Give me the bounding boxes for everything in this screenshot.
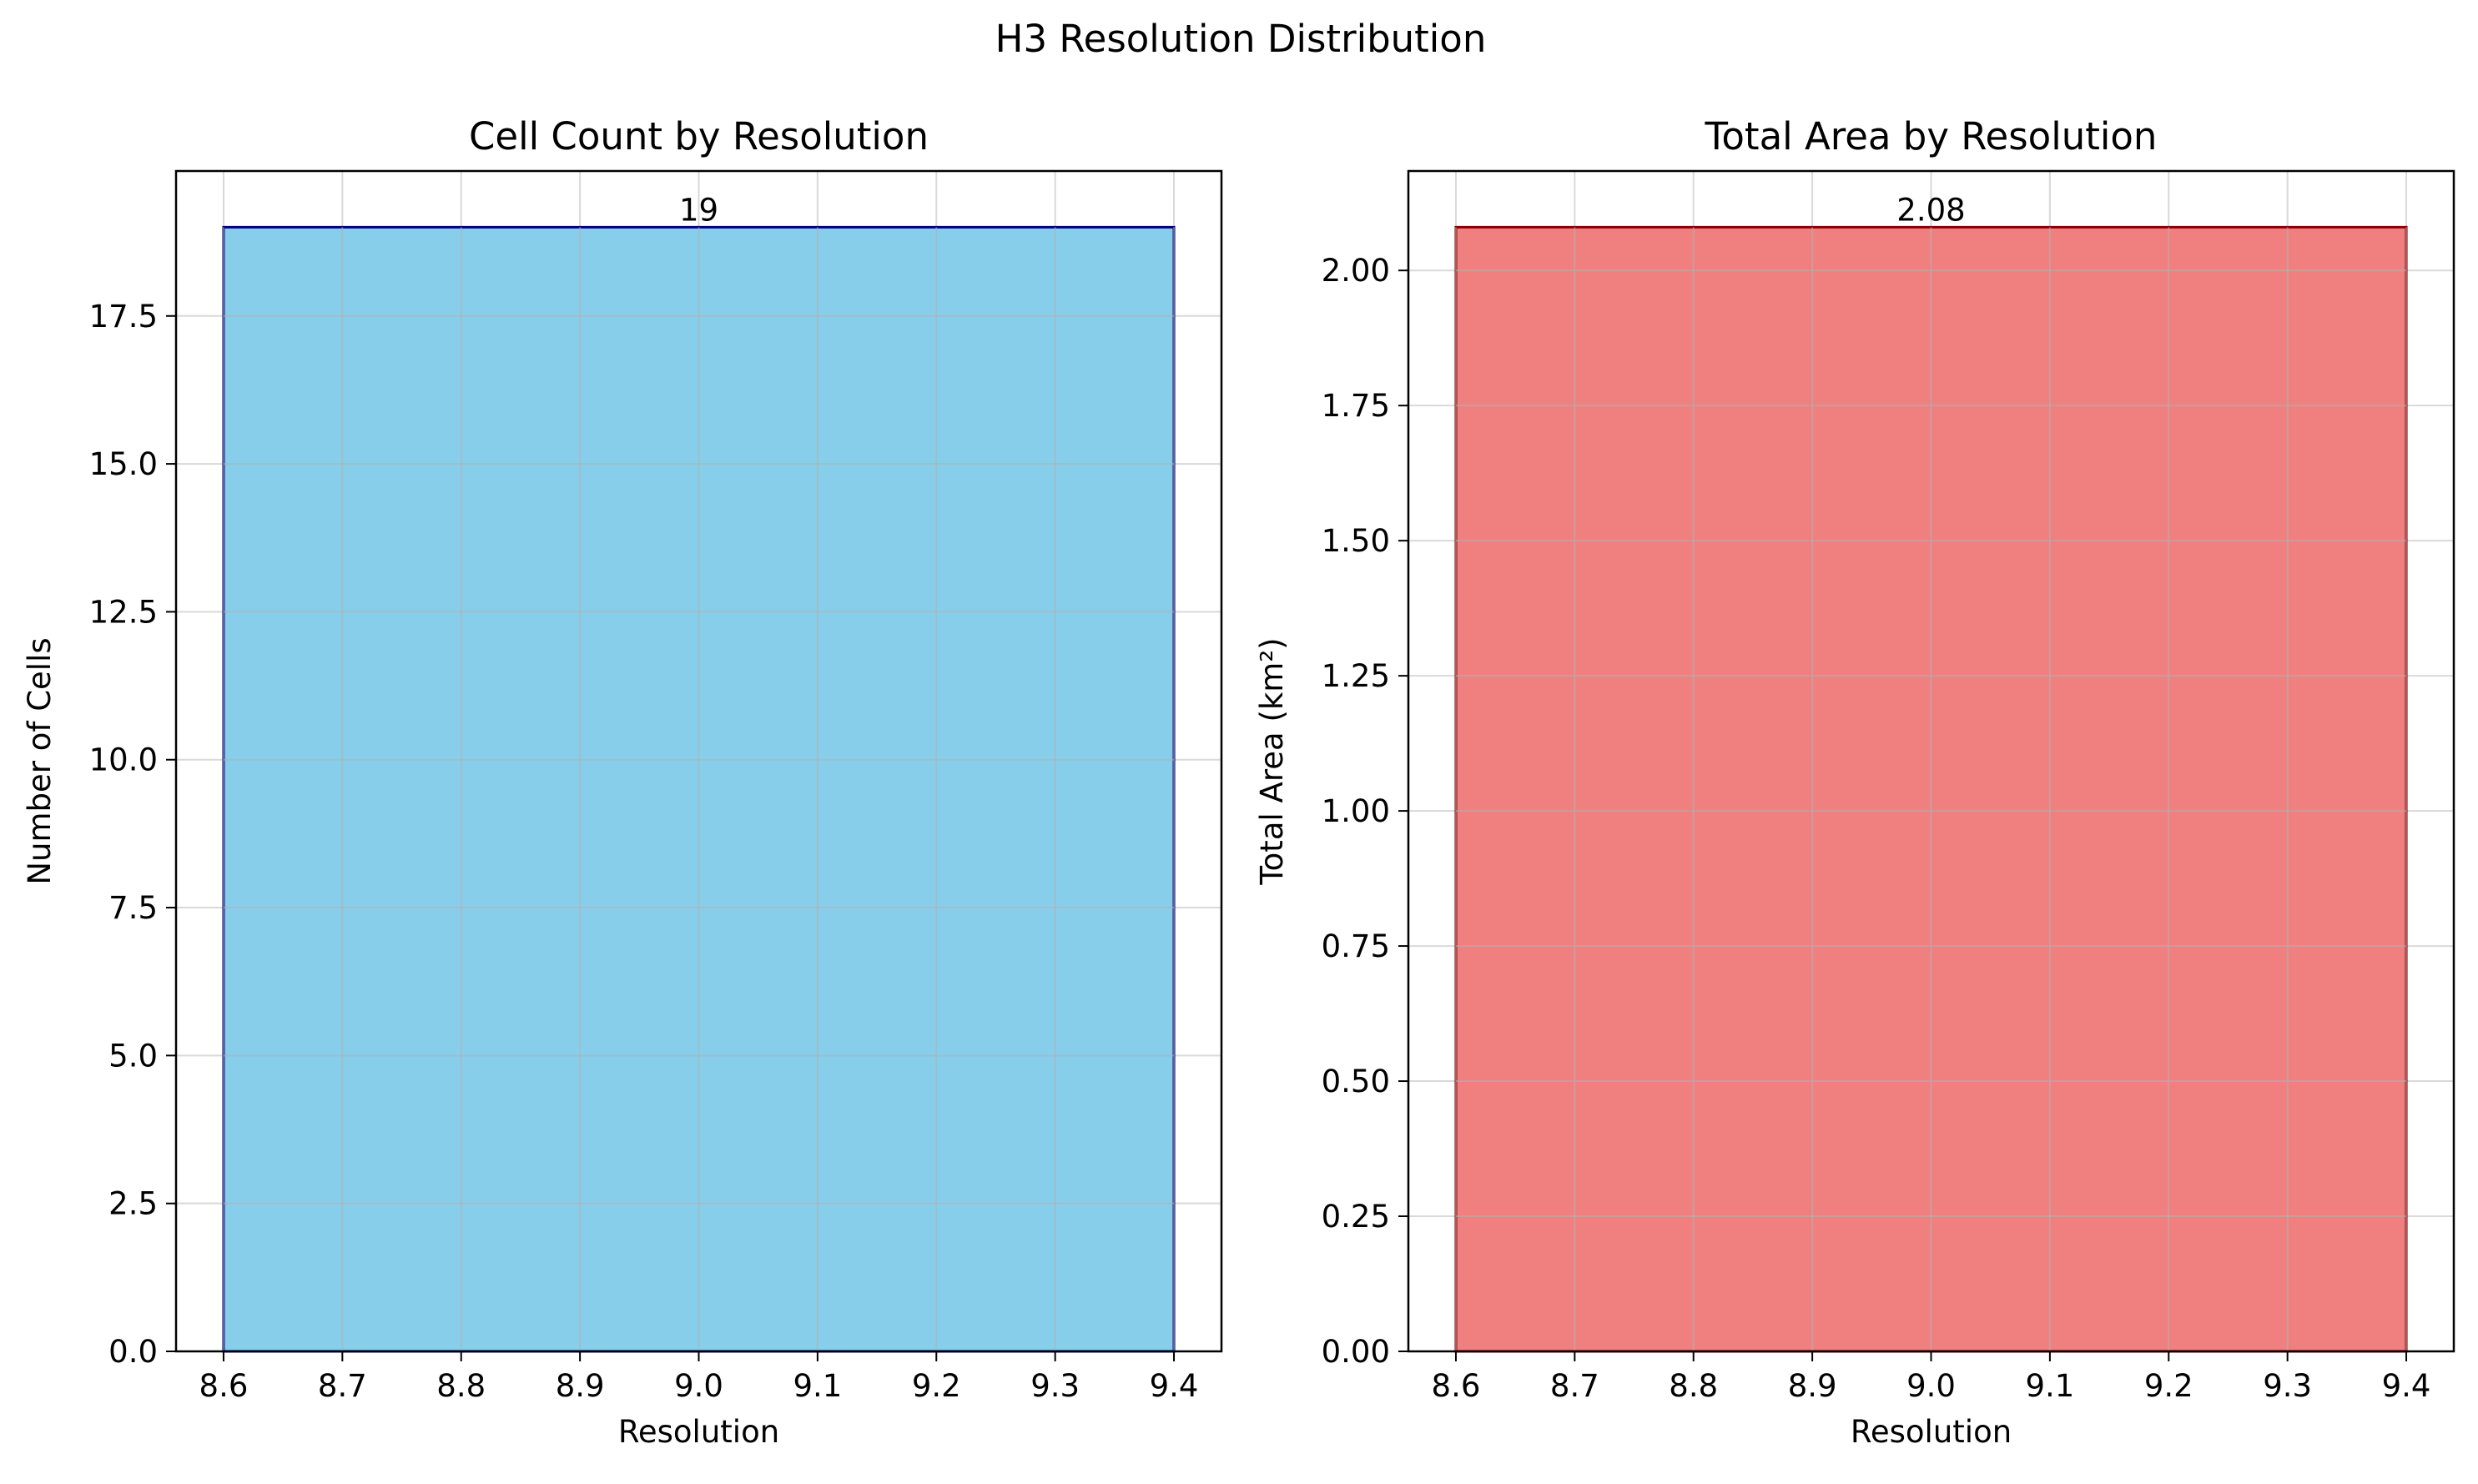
y-axis-label: Number of Cells [22,637,58,884]
y-tick-label: 0.25 [1322,1199,1390,1235]
x-tick-label: 8.6 [1432,1368,1481,1404]
x-tick-label: 8.8 [1669,1368,1718,1404]
x-tick-label: 8.9 [1788,1368,1837,1404]
x-tick-label: 9.0 [674,1368,723,1404]
x-axis-label: Resolution [618,1414,779,1450]
x-tick-label: 8.9 [556,1368,605,1404]
y-tick-label: 12.5 [89,594,158,630]
y-tick-label: 1.00 [1322,793,1390,829]
x-tick-label: 9.0 [1906,1368,1956,1404]
bar-value-label: 2.08 [1896,192,1965,228]
y-tick-label: 1.75 [1322,388,1390,424]
chart-title: Cell Count by Resolution [469,114,929,158]
x-tick-label: 8.8 [436,1368,486,1404]
y-tick-label: 7.5 [108,890,158,926]
x-tick-label: 9.2 [912,1368,961,1404]
y-tick-label: 15.0 [89,446,158,482]
x-tick-label: 8.7 [1550,1368,1599,1404]
y-tick-label: 2.00 [1322,253,1390,289]
y-tick-label: 0.0 [108,1334,158,1370]
y-axis-label: Total Area (km²) [1254,637,1290,885]
x-tick-label: 9.4 [1150,1368,1199,1404]
y-tick-label: 10.0 [89,742,158,778]
x-tick-label: 9.3 [1030,1368,1080,1404]
x-tick-label: 9.4 [2382,1368,2431,1404]
x-tick-label: 9.3 [2263,1368,2312,1404]
x-tick-label: 8.6 [199,1368,249,1404]
y-tick-label: 0.75 [1322,928,1390,964]
bar-value-label: 19 [679,192,718,228]
total-area-chart: 2.08 8.6 8.7 8.8 8.9 9.0 9.1 9.2 9.3 9.4 0.00 0.25 0… [1254,114,2455,1450]
figure-title: H3 Resolution Distribution [995,17,1487,61]
x-axis-label: Resolution [1851,1414,2012,1450]
chart-title: Total Area by Resolution [1705,114,2158,158]
x-tick-label: 9.1 [2025,1368,2074,1404]
y-tick-label: 2.5 [108,1186,158,1222]
y-tick-label: 0.00 [1322,1334,1390,1370]
y-tick-label: 5.0 [108,1038,158,1074]
cell-count-chart: 19 8.6 8.7 8.8 8.9 9.0 9.1 9.2 9.3 9.4 0.0 2.5 5.0 7.… [22,114,1223,1450]
y-tick-label: 1.50 [1322,523,1390,559]
x-tick-label: 8.7 [318,1368,367,1404]
y-tick-label: 17.5 [89,299,158,335]
x-tick-label: 9.2 [2144,1368,2193,1404]
y-tick-label: 1.25 [1322,658,1390,694]
x-tick-label: 9.1 [793,1368,842,1404]
y-tick-label: 0.50 [1322,1064,1390,1099]
